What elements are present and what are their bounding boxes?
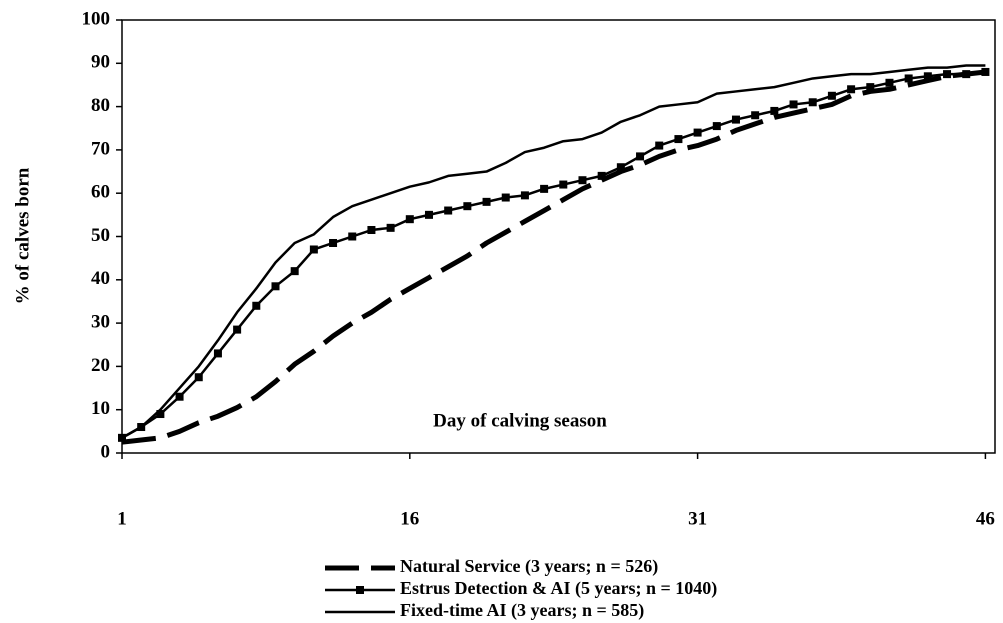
y-tick-label: 10: [91, 398, 110, 419]
legend-label: Estrus Detection & AI (5 years; n = 1040…: [400, 578, 717, 599]
series-marker: [501, 193, 510, 202]
series-marker: [655, 141, 664, 150]
series-marker: [463, 202, 472, 211]
y-tick-label: 70: [91, 138, 110, 159]
y-tick-label: 0: [101, 441, 111, 462]
y-tick-label: 90: [91, 52, 110, 73]
x-tick-label: 46: [976, 508, 995, 529]
series-marker: [789, 100, 798, 109]
series-marker: [808, 98, 817, 107]
series-marker: [367, 226, 376, 235]
series-marker: [981, 67, 990, 76]
series-marker: [175, 392, 184, 401]
x-tick-label: 1: [117, 508, 127, 529]
series-marker: [923, 72, 932, 81]
series-marker: [578, 176, 587, 185]
series-marker: [866, 83, 875, 92]
series-marker: [540, 184, 549, 193]
series-line: [121, 69, 986, 445]
series-marker: [520, 191, 529, 200]
series-marker: [731, 115, 740, 124]
y-tick-label: 40: [91, 268, 110, 289]
y-tick-label: 20: [91, 355, 110, 376]
series-marker: [156, 410, 165, 419]
series-marker: [386, 223, 395, 232]
y-tick-label: 60: [91, 182, 110, 203]
series-marker: [194, 373, 203, 382]
legend-label: Natural Service (3 years; n = 526): [400, 556, 658, 577]
series-marker: [636, 152, 645, 161]
series-marker: [271, 282, 280, 291]
series-marker: [962, 70, 971, 79]
series-marker: [693, 128, 702, 137]
y-tick-label: 30: [91, 311, 110, 332]
series-line: [121, 70, 986, 439]
series-marker: [405, 215, 414, 224]
y-tick-label: 50: [91, 225, 110, 246]
series-marker: [597, 171, 606, 180]
series-marker: [885, 78, 894, 87]
series-marker: [616, 163, 625, 172]
series-line: [121, 64, 986, 439]
series-marker: [424, 210, 433, 219]
series-marker: [482, 197, 491, 206]
series-marker: [233, 325, 242, 334]
series-marker: [309, 245, 318, 254]
legend-label: Fixed-time AI (3 years; n = 585): [400, 600, 644, 621]
series-marker: [943, 70, 952, 79]
series-marker: [847, 85, 856, 94]
annotation: Day of calving season: [433, 410, 607, 431]
series-marker: [559, 180, 568, 189]
series-marker: [674, 135, 683, 144]
x-tick-label: 31: [688, 508, 707, 529]
series-marker: [904, 74, 913, 83]
series-marker: [770, 106, 779, 115]
y-tick-label: 100: [82, 8, 111, 29]
series-marker: [712, 122, 721, 131]
series-marker: [329, 238, 338, 247]
y-axis-label: % of calves born: [12, 167, 33, 304]
plot-frame: [121, 19, 996, 454]
y-tick-label: 80: [91, 95, 110, 116]
series-marker: [213, 349, 222, 358]
series-marker: [290, 267, 299, 276]
series-marker: [827, 91, 836, 100]
series-marker: [444, 206, 453, 215]
series-marker: [751, 111, 760, 120]
x-tick-label: 16: [400, 508, 419, 529]
legend-marker: [356, 586, 364, 594]
series-marker: [348, 232, 357, 241]
series-marker: [252, 301, 261, 310]
